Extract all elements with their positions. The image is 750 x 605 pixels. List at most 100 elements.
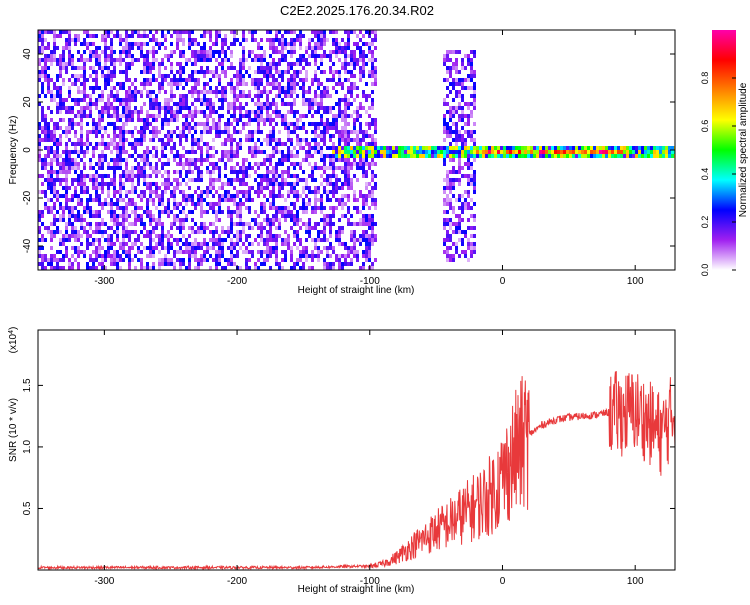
spectrogram-cell xyxy=(242,38,245,42)
spectrogram-cell xyxy=(236,202,239,206)
spectrogram-cell xyxy=(140,250,143,254)
spectrogram-cell xyxy=(224,150,227,154)
spectrogram-cell xyxy=(128,54,131,58)
spectrogram-cell xyxy=(197,110,200,114)
spectrogram-cell xyxy=(65,142,68,146)
spectrogram-cell xyxy=(446,78,449,82)
spectrogram-cell xyxy=(170,210,173,214)
spectrogram-cell xyxy=(185,218,188,222)
spectrogram-cell xyxy=(278,210,281,214)
spectrogram-cell xyxy=(80,218,83,222)
spectrogram-cell xyxy=(551,150,554,154)
spectrogram-cell xyxy=(116,90,119,94)
spectrogram-cell xyxy=(236,170,239,174)
spectrogram-cell xyxy=(314,58,317,62)
spectrogram-cell xyxy=(146,186,149,190)
spectrogram-cell xyxy=(50,90,53,94)
spectrogram-cell xyxy=(200,178,203,182)
spectrogram-cell xyxy=(233,166,236,170)
spectrogram-cell xyxy=(200,258,203,262)
spectrogram-cell xyxy=(329,198,332,202)
spectrogram-cell xyxy=(362,222,365,226)
spectrogram-cell xyxy=(44,66,47,70)
spectrogram-cell xyxy=(116,106,119,110)
spectrogram-cell xyxy=(191,114,194,118)
spectrogram-cell xyxy=(263,174,266,178)
spectrogram-cell xyxy=(401,150,404,154)
spectrogram-cell xyxy=(83,142,86,146)
spectrogram-cell xyxy=(248,266,251,270)
spectrogram-cell xyxy=(68,218,71,222)
spectrogram-cell xyxy=(170,54,173,58)
spectrogram-cell xyxy=(332,150,335,154)
spectrogram-cell xyxy=(119,62,122,66)
spectrogram-cell xyxy=(137,234,140,238)
spectrogram-cell xyxy=(254,178,257,182)
spectrogram-cell xyxy=(71,266,74,270)
spectrogram-cell xyxy=(47,46,50,50)
spectrogram-cell xyxy=(212,70,215,74)
spectrogram-cell xyxy=(614,150,617,154)
spectrogram-cell xyxy=(173,262,176,266)
spectrogram-cell xyxy=(179,106,182,110)
spectrogram-cell xyxy=(281,150,284,154)
spectrogram-cell xyxy=(128,198,131,202)
spectrogram-cell xyxy=(305,70,308,74)
spectrogram-cell xyxy=(317,66,320,70)
spectrogram-cell xyxy=(485,154,488,158)
spectrogram-cell xyxy=(359,218,362,222)
spectrogram-cell xyxy=(188,122,191,126)
spectrogram-cell xyxy=(95,230,98,234)
spectrogram-cell xyxy=(197,246,200,250)
spectrogram-cell xyxy=(320,202,323,206)
spectrogram-cell xyxy=(95,186,98,190)
spectrogram-cell xyxy=(254,38,257,42)
spectrogram-cell xyxy=(146,154,149,158)
spectrogram-cell xyxy=(110,254,113,258)
spectrogram-cell xyxy=(275,242,278,246)
spectrogram-cell xyxy=(248,250,251,254)
spectrogram-cell xyxy=(326,238,329,242)
spectrogram-cell xyxy=(53,194,56,198)
spectrogram-cell xyxy=(326,222,329,226)
spectrogram-cell xyxy=(113,158,116,162)
spectrogram-cell xyxy=(338,102,341,106)
spectrogram-cell xyxy=(302,146,305,150)
spectrogram-cell xyxy=(83,98,86,102)
spectrogram-cell xyxy=(293,42,296,46)
spectrogram-cell xyxy=(59,34,62,38)
spectrogram-cell xyxy=(119,34,122,38)
spectrogram-cell xyxy=(107,166,110,170)
spectrogram-cell xyxy=(149,250,152,254)
spectrogram-cell xyxy=(473,250,476,254)
spectrogram-cell xyxy=(65,146,68,150)
spectrogram-cell xyxy=(122,126,125,130)
spectrogram-cell xyxy=(311,258,314,262)
spectrogram-cell xyxy=(296,178,299,182)
spectrogram-cell xyxy=(563,146,566,150)
spectrogram-cell xyxy=(104,102,107,106)
spectrogram-cell xyxy=(62,242,65,246)
spectrogram-cell xyxy=(53,234,56,238)
spectrogram-cell xyxy=(101,66,104,70)
spectrogram-cell xyxy=(53,182,56,186)
spectrogram-cell xyxy=(71,178,74,182)
spectrogram-cell xyxy=(443,190,446,194)
spectrogram-cell xyxy=(314,254,317,258)
spectrogram-cell xyxy=(458,82,461,86)
spectrogram-cell xyxy=(143,134,146,138)
spectrogram-cell xyxy=(164,38,167,42)
spectrogram-cell xyxy=(329,178,332,182)
spectrogram-cell xyxy=(236,194,239,198)
spectrogram-cell xyxy=(86,58,89,62)
spectrogram-cell xyxy=(362,106,365,110)
spectrogram-cell xyxy=(200,170,203,174)
spectrogram-cell xyxy=(173,190,176,194)
spectrogram-cell xyxy=(38,30,41,34)
spectrogram-cell xyxy=(449,110,452,114)
spectrogram-cell xyxy=(320,210,323,214)
spectrogram-cell xyxy=(203,126,206,130)
spectrogram-cell xyxy=(242,114,245,118)
spectrogram-cell xyxy=(446,186,449,190)
spectrogram-cell xyxy=(218,246,221,250)
